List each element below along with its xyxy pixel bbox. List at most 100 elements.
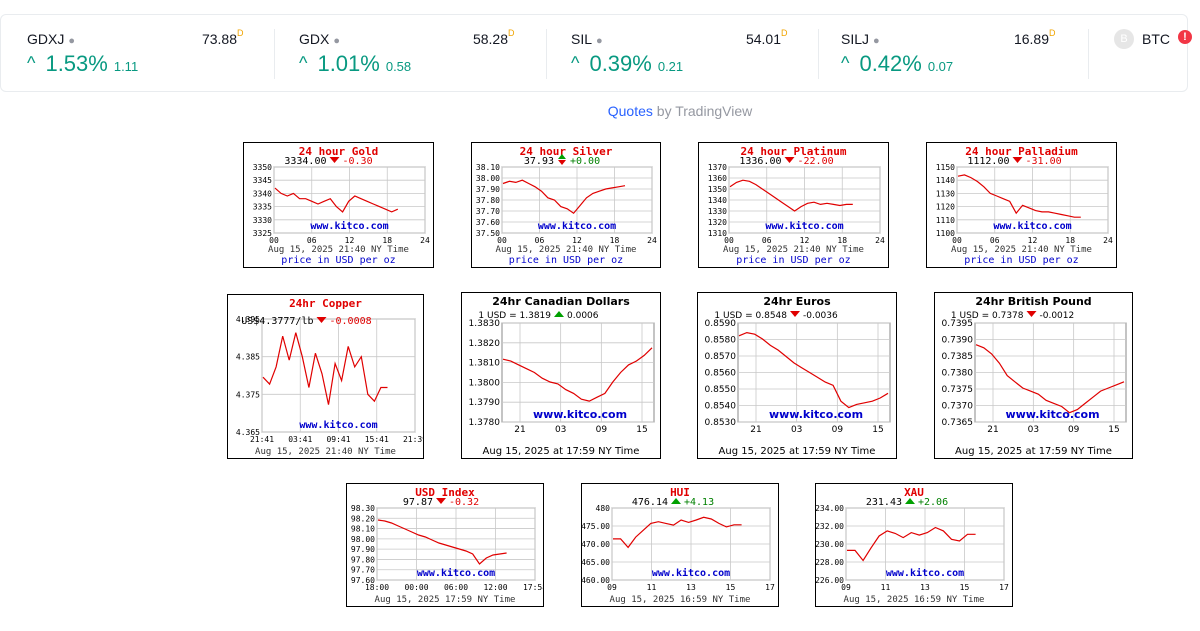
ticker-price: 16.89 D <box>1013 28 1056 47</box>
ticker-symbol: GDXJ ● <box>27 31 75 47</box>
chart-24hr-euros[interactable]: 0.8590 0.8580 0.8570 0.8560 0.8550 0.8540 0.85… <box>697 292 897 459</box>
ticker-item-gdx[interactable]: GDX ● 58.28 D ^ 1.01% 0.58 <box>299 15 531 91</box>
y-tick-label: 3340 <box>253 189 272 198</box>
warning-icon: ! <box>1178 30 1192 44</box>
chart-title: USD Index <box>415 486 475 499</box>
y-tick-label: 1130 <box>936 189 955 198</box>
x-tick-label: 18 <box>837 236 847 245</box>
down-triangle-icon <box>436 498 446 504</box>
y-tick-label: 98.10 <box>351 525 375 534</box>
chart-24hr-british-pound[interactable]: 0.7395 0.7390 0.7385 0.7380 0.7375 0.7370 0.73… <box>934 292 1133 459</box>
chart-price: 1112.00 <box>967 156 1009 167</box>
chart-price: US$4.3777/lb <box>241 316 313 327</box>
down-triangle-icon <box>329 157 340 163</box>
y-tick-label: 0.7390 <box>942 336 974 346</box>
ticker-item-gdxj[interactable]: GDXJ ● 73.88 D ^ 1.53% 1.11 <box>27 15 259 91</box>
x-tick-label: 24 <box>647 236 657 245</box>
y-tick-label: 1140 <box>936 176 955 185</box>
x-tick-label: 18 <box>382 236 392 245</box>
chart-title: 24hr Copper <box>289 297 362 310</box>
chart-24-hour-platinum[interactable]: 1370 1360 1350 1340 1330 1320 1310 00 06 12 18 24 24… <box>698 142 889 268</box>
chart-usd-index[interactable]: 98.30 98.20 98.10 98.00 97.90 97.80 97.70 97.60… <box>346 483 544 607</box>
chart-24-hour-silver[interactable]: 38.10 38.00 37.90 37.80 37.70 37.60 37.50 00 06 1… <box>471 142 661 268</box>
ticker-symbol: SILJ ● <box>841 31 880 47</box>
y-tick-label: 234.00 <box>816 504 844 513</box>
y-tick-label: 38.00 <box>476 174 500 183</box>
y-tick-label: 97.60 <box>351 576 375 585</box>
x-tick-label: 03 <box>791 425 802 435</box>
y-tick-label: 470.00 <box>582 540 610 549</box>
chart-price: 231.43 <box>866 497 902 508</box>
x-tick-label: 21:41 <box>250 435 274 444</box>
x-tick-label: 03:41 <box>288 435 312 444</box>
x-tick-label: 21 <box>514 425 525 435</box>
down-triangle-icon <box>1012 157 1023 163</box>
chart-24-hour-gold[interactable]: 3350 3345 3340 3335 3330 3325 00 06 12 18 24 24 hou… <box>243 142 434 268</box>
chart-unit: price in USD per oz <box>281 255 395 266</box>
x-tick-label: 00 <box>269 236 279 245</box>
chart-change: -22.00 <box>798 156 834 167</box>
chart-hui[interactable]: 480 475.00 470.00 465.00 460.00 09 11 13 15 17 HUI… <box>581 483 779 607</box>
chart-timestamp: Aug 15, 2025 21:40 NY Time <box>723 245 864 255</box>
ticker-change: ^ 0.39% 0.21 <box>571 51 684 76</box>
down-triangle-icon <box>790 311 800 317</box>
chart-24-hour-palladium[interactable]: 1150 1140 1130 1120 1110 1100 00 06 12 18 24 24 hou… <box>926 142 1117 268</box>
y-tick-label: 98.20 <box>351 514 375 523</box>
y-tick-label: 3345 <box>253 176 272 185</box>
ticker-item-sil[interactable]: SIL ● 54.01 D ^ 0.39% 0.21 <box>571 15 803 91</box>
chart-price: 37.93 <box>524 156 554 167</box>
y-tick-label: 1110 <box>936 216 955 225</box>
chart-svg: 0.8590 0.8580 0.8570 0.8560 0.8550 0.8540 0.85… <box>705 295 891 457</box>
chart-price: 1 USD = 0.8548 <box>714 311 787 321</box>
ticker-item-btc[interactable]: B BTC ! <box>1114 15 1192 91</box>
x-tick-label: 03 <box>555 425 566 435</box>
chart-change: -0.30 <box>343 156 373 167</box>
y-tick-label: 0.8550 <box>705 385 737 395</box>
x-tick-label: 17 <box>999 583 1009 592</box>
chart-timestamp: Aug 15, 2025 21:40 NY Time <box>496 245 637 255</box>
y-tick-label: 1340 <box>708 196 727 205</box>
ticker-divider <box>274 29 275 79</box>
quotes-link[interactable]: Quotes <box>607 103 653 119</box>
chart-title: 24hr Euros <box>763 295 831 308</box>
ticker-item-silj[interactable]: SILJ ● 16.89 D ^ 0.42% 0.07 <box>841 15 1073 91</box>
chart-change: +0.00 <box>570 156 600 167</box>
tradingview-link[interactable]: TradingView <box>675 103 753 119</box>
x-tick-label: 11 <box>647 583 657 592</box>
y-tick-label: 230.00 <box>816 540 844 549</box>
chart-price: 1336.00 <box>739 156 781 167</box>
chart-xau[interactable]: 234.00 232.00 230.00 228.00 226.00 09 11 13 15 17… <box>815 483 1013 607</box>
x-tick-label: 12:00 <box>483 583 507 592</box>
x-tick-label: 06 <box>535 236 545 245</box>
x-tick-label: 24 <box>1103 236 1113 245</box>
chart-change: +4.13 <box>684 497 714 508</box>
x-tick-label: 21 <box>987 425 998 435</box>
chart-price: 3334.00 <box>284 156 326 167</box>
chart-unit: price in USD per oz <box>509 255 623 266</box>
price-line <box>262 332 388 405</box>
x-tick-label: 00 <box>724 236 734 245</box>
chart-title: 24hr British Pound <box>975 295 1091 308</box>
chart-24hr-copper[interactable]: 4.395 4.385 4.375 4.365 21:41 03:41 09:41 15:41… <box>227 294 424 459</box>
price-line <box>729 179 853 212</box>
y-tick-label: 97.80 <box>351 555 375 564</box>
x-tick-label: 15 <box>1108 425 1119 435</box>
chart-timestamp: Aug 15, 2025 21:40 NY Time <box>268 245 409 255</box>
x-tick-label: 06:00 <box>444 583 468 592</box>
up-arrow-icon: ^ <box>841 53 850 73</box>
y-tick-label: 1.3800 <box>469 378 501 388</box>
price-line <box>957 174 1081 218</box>
x-tick-label: 11 <box>881 583 891 592</box>
bitcoin-icon: B <box>1114 29 1134 49</box>
x-tick-label: 12 <box>1028 236 1038 245</box>
x-tick-label: 06 <box>307 236 317 245</box>
chart-change: -0.32 <box>449 497 479 508</box>
y-tick-label: 4.375 <box>236 390 260 399</box>
x-tick-label: 03 <box>1028 425 1039 435</box>
chart-timestamp: Aug 15, 2025 16:59 NY Time <box>610 595 751 605</box>
y-tick-label: 1360 <box>708 174 727 183</box>
chart-24hr-canadian-dollars[interactable]: 1.3830 1.3820 1.3810 1.3800 1.3790 1.3780 21 03… <box>461 292 661 459</box>
